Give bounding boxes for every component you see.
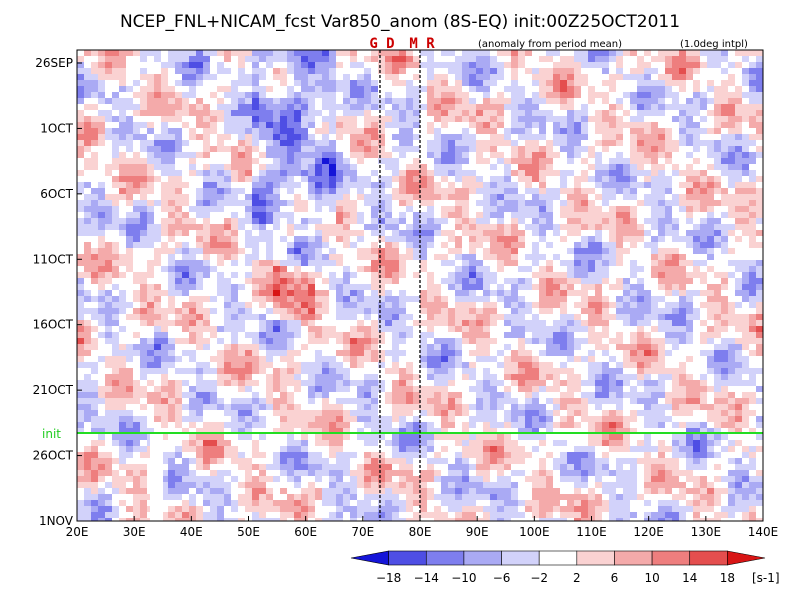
y-tick-label: 6OCT (40, 187, 73, 201)
y-tick-label: 21OCT (33, 383, 74, 397)
colorbar-tick-label: −14 (414, 571, 439, 585)
chart-title: NCEP_FNL+NICAM_fcst Var850_anom (8S-EQ) … (120, 12, 680, 32)
colorbar-segment (463, 550, 502, 566)
colorbar-tick-label: 2 (573, 571, 581, 585)
y-tick-label: 16OCT (33, 318, 74, 332)
x-tick-label: 140E (748, 525, 779, 539)
x-tick-label: 90E (466, 525, 489, 539)
colorbar-segment (350, 550, 389, 566)
colorbar-segment (425, 550, 465, 566)
y-tick-label: 26SEP (35, 56, 73, 70)
x-tick-label: 120E (633, 525, 664, 539)
colorbar-unit: [s-1] (752, 571, 780, 585)
colorbar-tick-label: 10 (644, 571, 659, 585)
marker-label: M R (409, 36, 435, 52)
y-tick-label: 1OCT (40, 121, 73, 135)
colorbar-segment (614, 550, 653, 566)
y-tick-label: 26OCT (33, 449, 74, 463)
y-tick-label: 11OCT (33, 252, 74, 266)
x-tick-label: 20E (66, 525, 89, 539)
colorbar-segment (576, 550, 615, 566)
missing-data-gap (150, 434, 163, 521)
init-label: init (42, 427, 61, 441)
x-tick-label: 130E (691, 525, 722, 539)
x-tick-label: 80E (409, 525, 432, 539)
x-tick-label: 110E (576, 525, 607, 539)
colorbar-tick-label: 18 (720, 571, 735, 585)
x-tick-label: 60E (294, 525, 317, 539)
colorbar-tick-label: 14 (682, 571, 697, 585)
y-tick-label: 1NOV (39, 514, 74, 528)
x-tick-label: 70E (351, 525, 374, 539)
colorbar-tick-label: −6 (493, 571, 511, 585)
marker-label: G D (369, 36, 394, 52)
colorbar-tick-label: −2 (530, 571, 548, 585)
colorbar-tick-label: −10 (451, 571, 476, 585)
x-tick-label: 30E (123, 525, 146, 539)
colorbar-segment (651, 550, 691, 566)
colorbar-segment (388, 550, 427, 566)
chart-subtitle-left: (anomaly from period mean) (478, 39, 622, 50)
chart-subtitle-right: (1.0deg intpl) (680, 39, 748, 50)
x-tick-label: 100E (519, 525, 550, 539)
colorbar-segment (501, 550, 540, 566)
x-tick-label: 50E (237, 525, 260, 539)
anomaly-field (77, 50, 763, 521)
colorbar-segment (689, 550, 728, 566)
colorbar-tick-label: 6 (611, 571, 619, 585)
colorbar-segment (727, 550, 766, 566)
colorbar-segment (538, 550, 578, 566)
x-tick-label: 40E (180, 525, 203, 539)
colorbar-tick-label: −18 (376, 571, 401, 585)
